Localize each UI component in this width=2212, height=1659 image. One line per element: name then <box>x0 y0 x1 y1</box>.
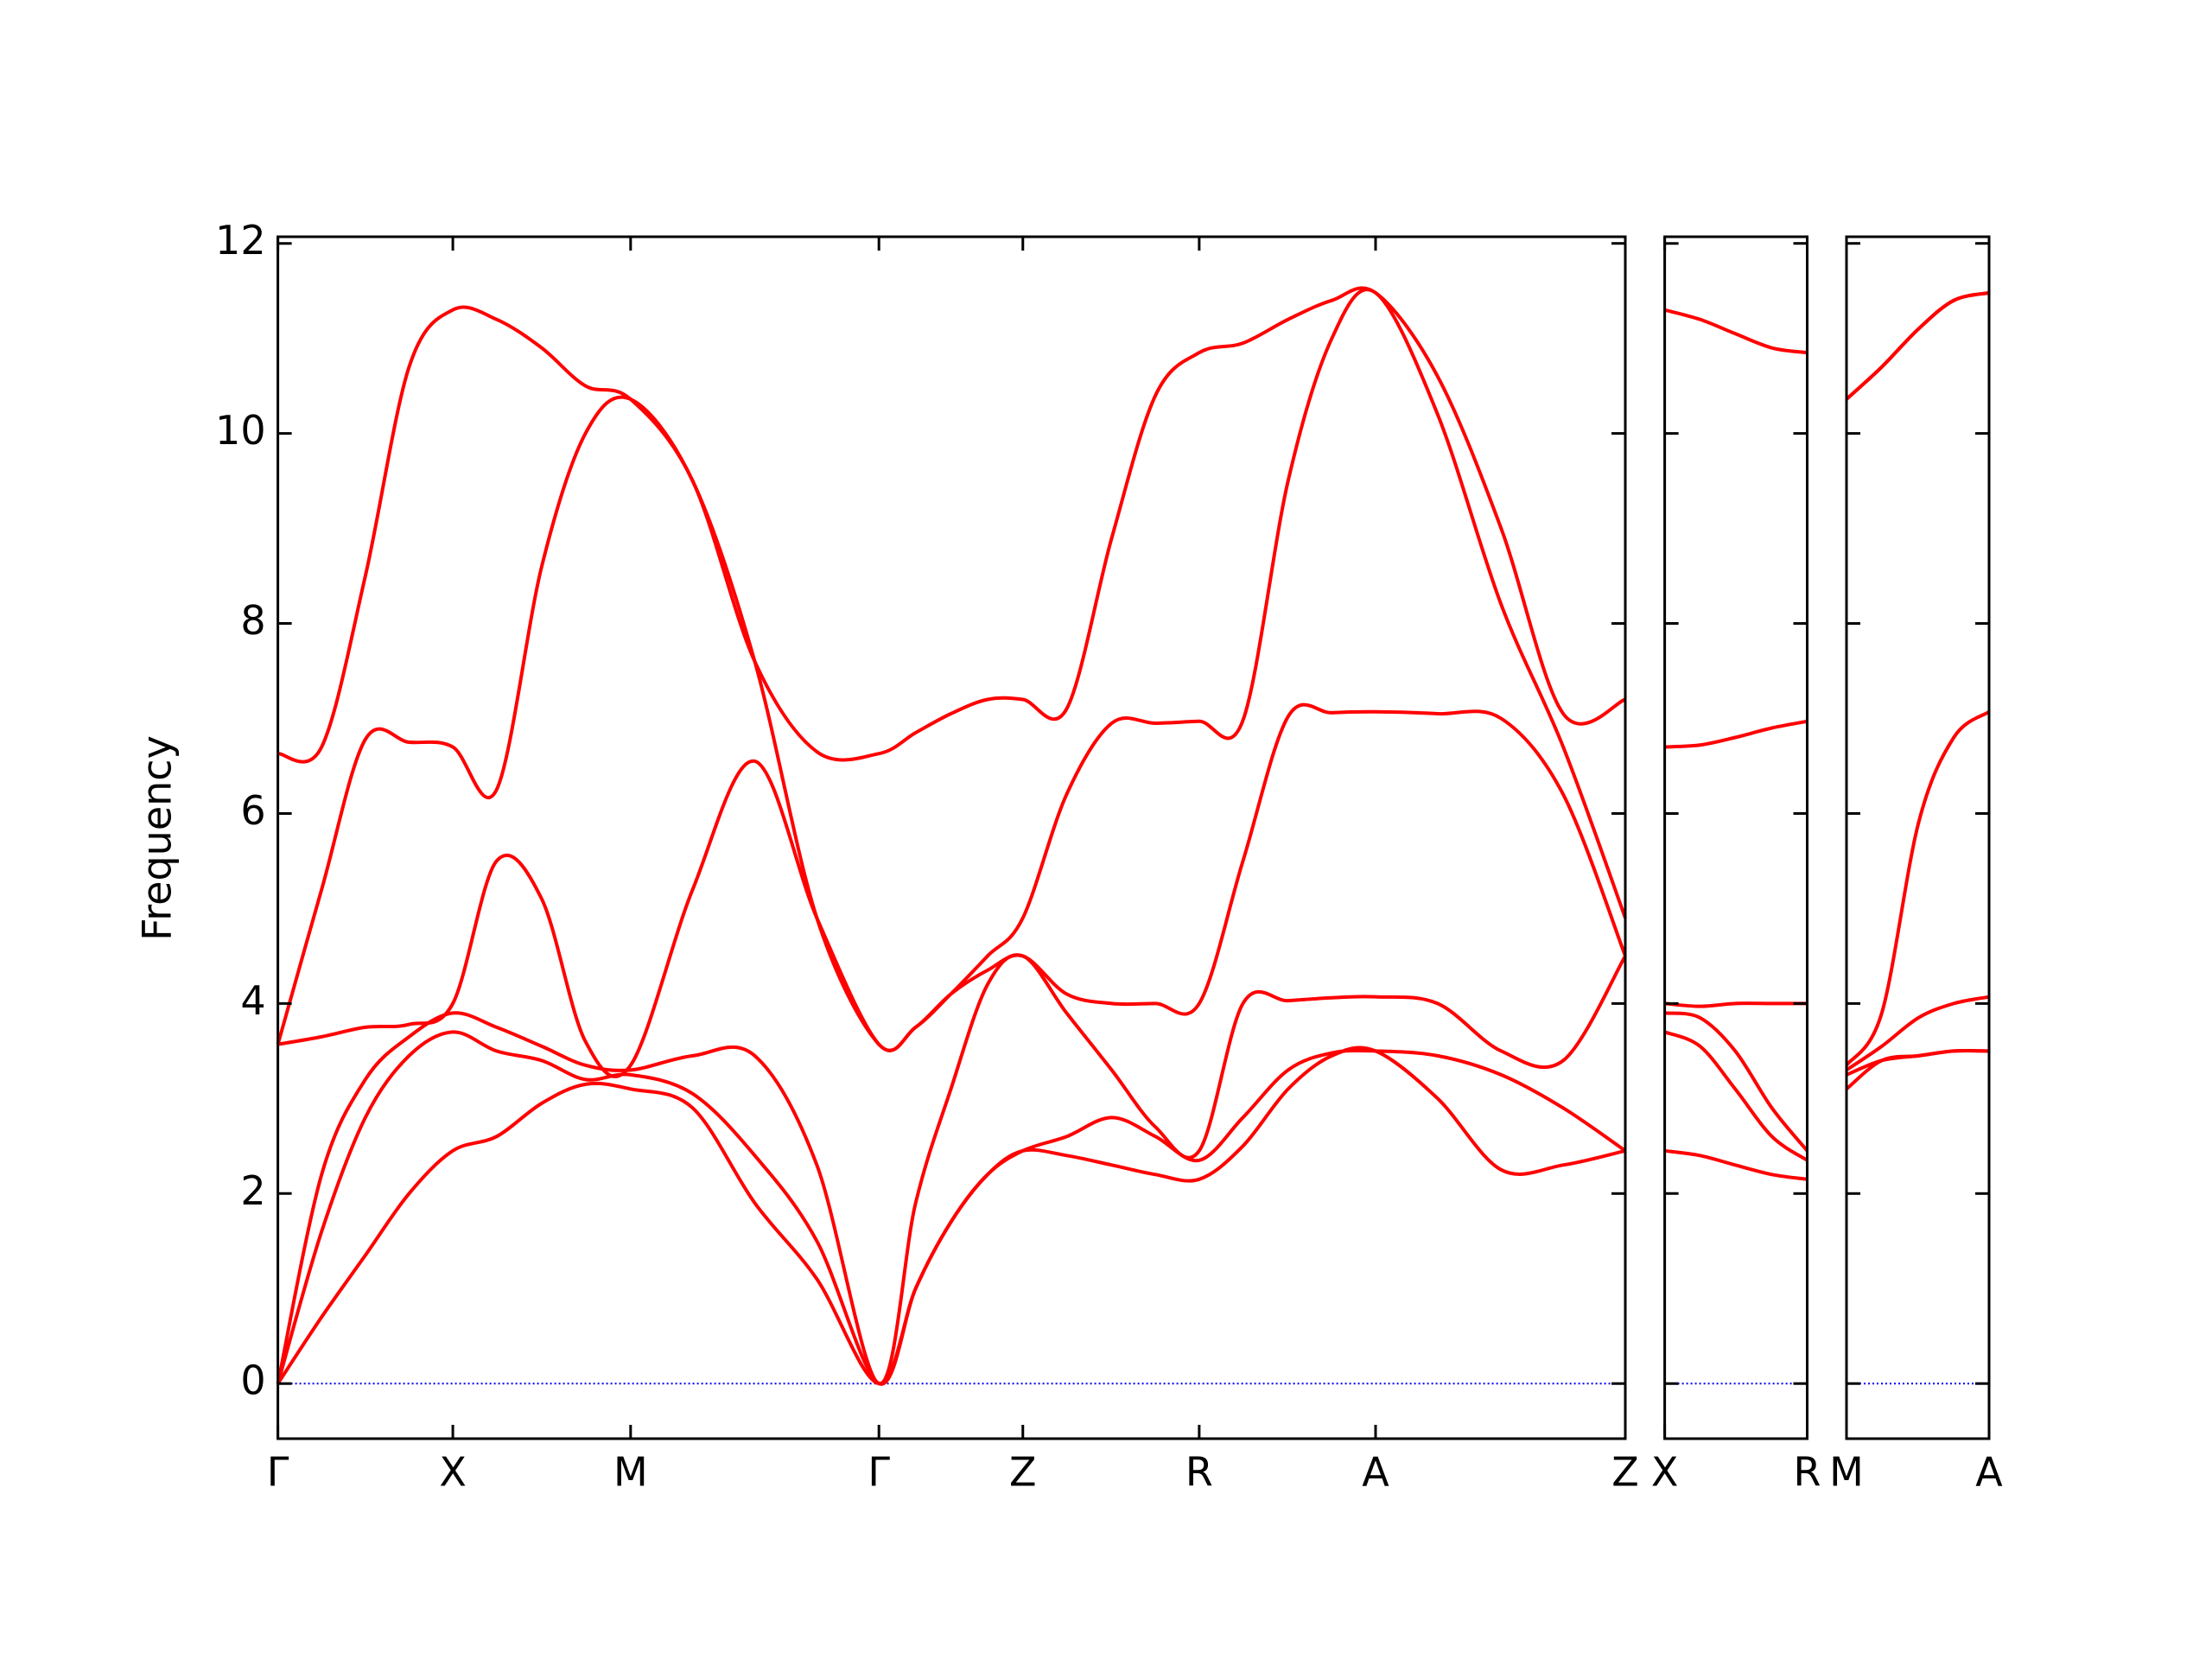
y-axis-label: Frequency <box>134 735 181 941</box>
x-tick-label: Γ <box>267 1449 289 1496</box>
band-line <box>1664 1011 1809 1153</box>
y-tick-label: 4 <box>240 977 265 1024</box>
band-line <box>1664 719 1808 749</box>
x-tick-label: M <box>613 1449 648 1496</box>
band-line <box>276 1046 1626 1386</box>
x-tick-label: X <box>1651 1449 1679 1496</box>
band-line <box>1664 1148 1808 1181</box>
x-tick-label: A <box>1362 1449 1389 1496</box>
x-tick-label: M <box>1829 1449 1864 1496</box>
y-tick-label: 8 <box>240 597 265 644</box>
y-tick-label: 10 <box>215 407 266 454</box>
band-line <box>1663 1030 1808 1162</box>
band-line <box>1846 1048 1990 1077</box>
x-tick-label: X <box>439 1449 467 1496</box>
y-tick-label: 12 <box>215 217 266 264</box>
band-line <box>1845 710 1991 1067</box>
x-tick-label: R <box>1794 1449 1821 1496</box>
x-tick-label: R <box>1185 1449 1213 1496</box>
y-tick-label: 0 <box>240 1357 265 1404</box>
band-line <box>1664 308 1808 355</box>
band-line <box>276 1030 1627 1386</box>
band-line <box>1845 995 1990 1072</box>
x-tick-label: Z <box>1009 1449 1037 1496</box>
axes-frame <box>1845 235 1991 1440</box>
band-line <box>277 286 1626 764</box>
x-tick-label: A <box>1975 1449 2003 1496</box>
y-tick-label: 6 <box>240 787 265 834</box>
band-line <box>276 953 1627 1386</box>
axes-frame <box>1663 235 1808 1440</box>
band-line <box>1845 290 1990 401</box>
x-tick-label: Γ <box>868 1449 890 1496</box>
band-line <box>276 288 1627 1052</box>
axes-frame <box>276 235 1627 1440</box>
x-tick-label: Z <box>1611 1449 1639 1496</box>
band-line <box>1664 1001 1808 1008</box>
band-line <box>1845 290 1990 401</box>
y-tick-label: 2 <box>240 1167 265 1214</box>
